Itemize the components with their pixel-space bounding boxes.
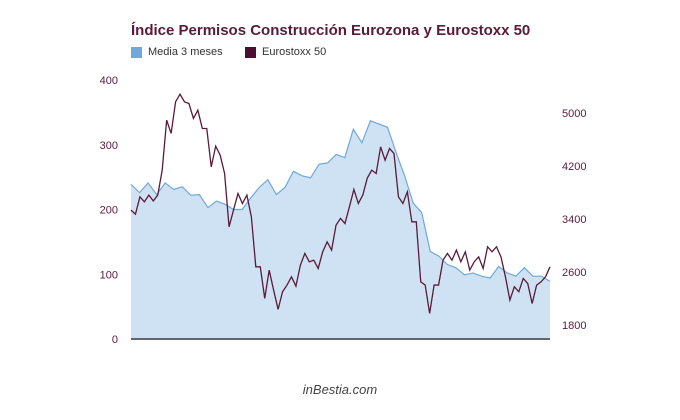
right-tick-label: 1800 [562, 320, 586, 332]
right-tick-label: 3400 [562, 214, 586, 226]
series-line-eurostoxx [130, 92, 551, 314]
legend-item-media: Media 3 meses [131, 46, 223, 58]
legend-swatch [131, 46, 142, 58]
right-tick-label: 5000 [562, 108, 586, 120]
left-tick-label: 100 [100, 269, 118, 281]
chart-title: Índice Permisos Construcción Eurozona y … [131, 22, 531, 39]
left-tick-label: 400 [100, 75, 118, 87]
left-tick-label: 300 [100, 140, 118, 152]
right-tick-label: 4200 [562, 161, 586, 173]
footer-brand: inBestia.com [302, 382, 378, 397]
left-tick-label: 200 [100, 205, 118, 217]
series-line-media [130, 120, 551, 282]
right-tick-label: 2600 [562, 267, 586, 279]
area-fill-media [131, 120, 550, 339]
legend-swatch [245, 46, 256, 58]
legend-label: Eurostoxx 50 [262, 46, 327, 58]
legend-item-eurostoxx: Eurostoxx 50 [245, 46, 326, 58]
legend-label: Media 3 meses [148, 46, 223, 58]
left-tick-label: 0 [112, 334, 118, 346]
